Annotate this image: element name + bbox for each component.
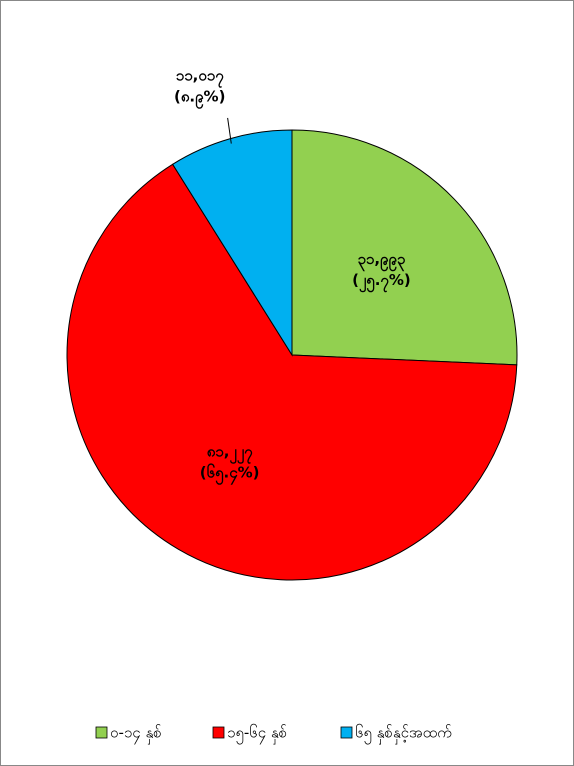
pie-slice	[171, 129, 293, 357]
legend-swatch	[340, 726, 353, 739]
value-label: (၆၅.၄%)	[200, 462, 260, 485]
count-label: ၈၁,၂၂၇	[207, 442, 253, 464]
legend-label: ၆၅ နှစ်နှင့်အထက်	[355, 724, 452, 745]
legend-label: ၁၅-၆၄ နှစ်	[227, 724, 287, 745]
pie-slice	[291, 129, 518, 366]
count-label: ၁၁,၀၁၇	[176, 66, 224, 88]
value-label: (၂၅.၇%)	[352, 271, 411, 293]
pie-slice	[66, 163, 518, 581]
value-label: (၈.၉%)	[174, 87, 225, 109]
legend-label: ၀-၁၄ နှစ်	[110, 724, 162, 745]
legend-swatch	[212, 726, 225, 739]
count-label: ၃၁,၉၉၃	[357, 250, 405, 272]
legend-swatch	[95, 726, 108, 739]
leader-line	[227, 117, 232, 144]
